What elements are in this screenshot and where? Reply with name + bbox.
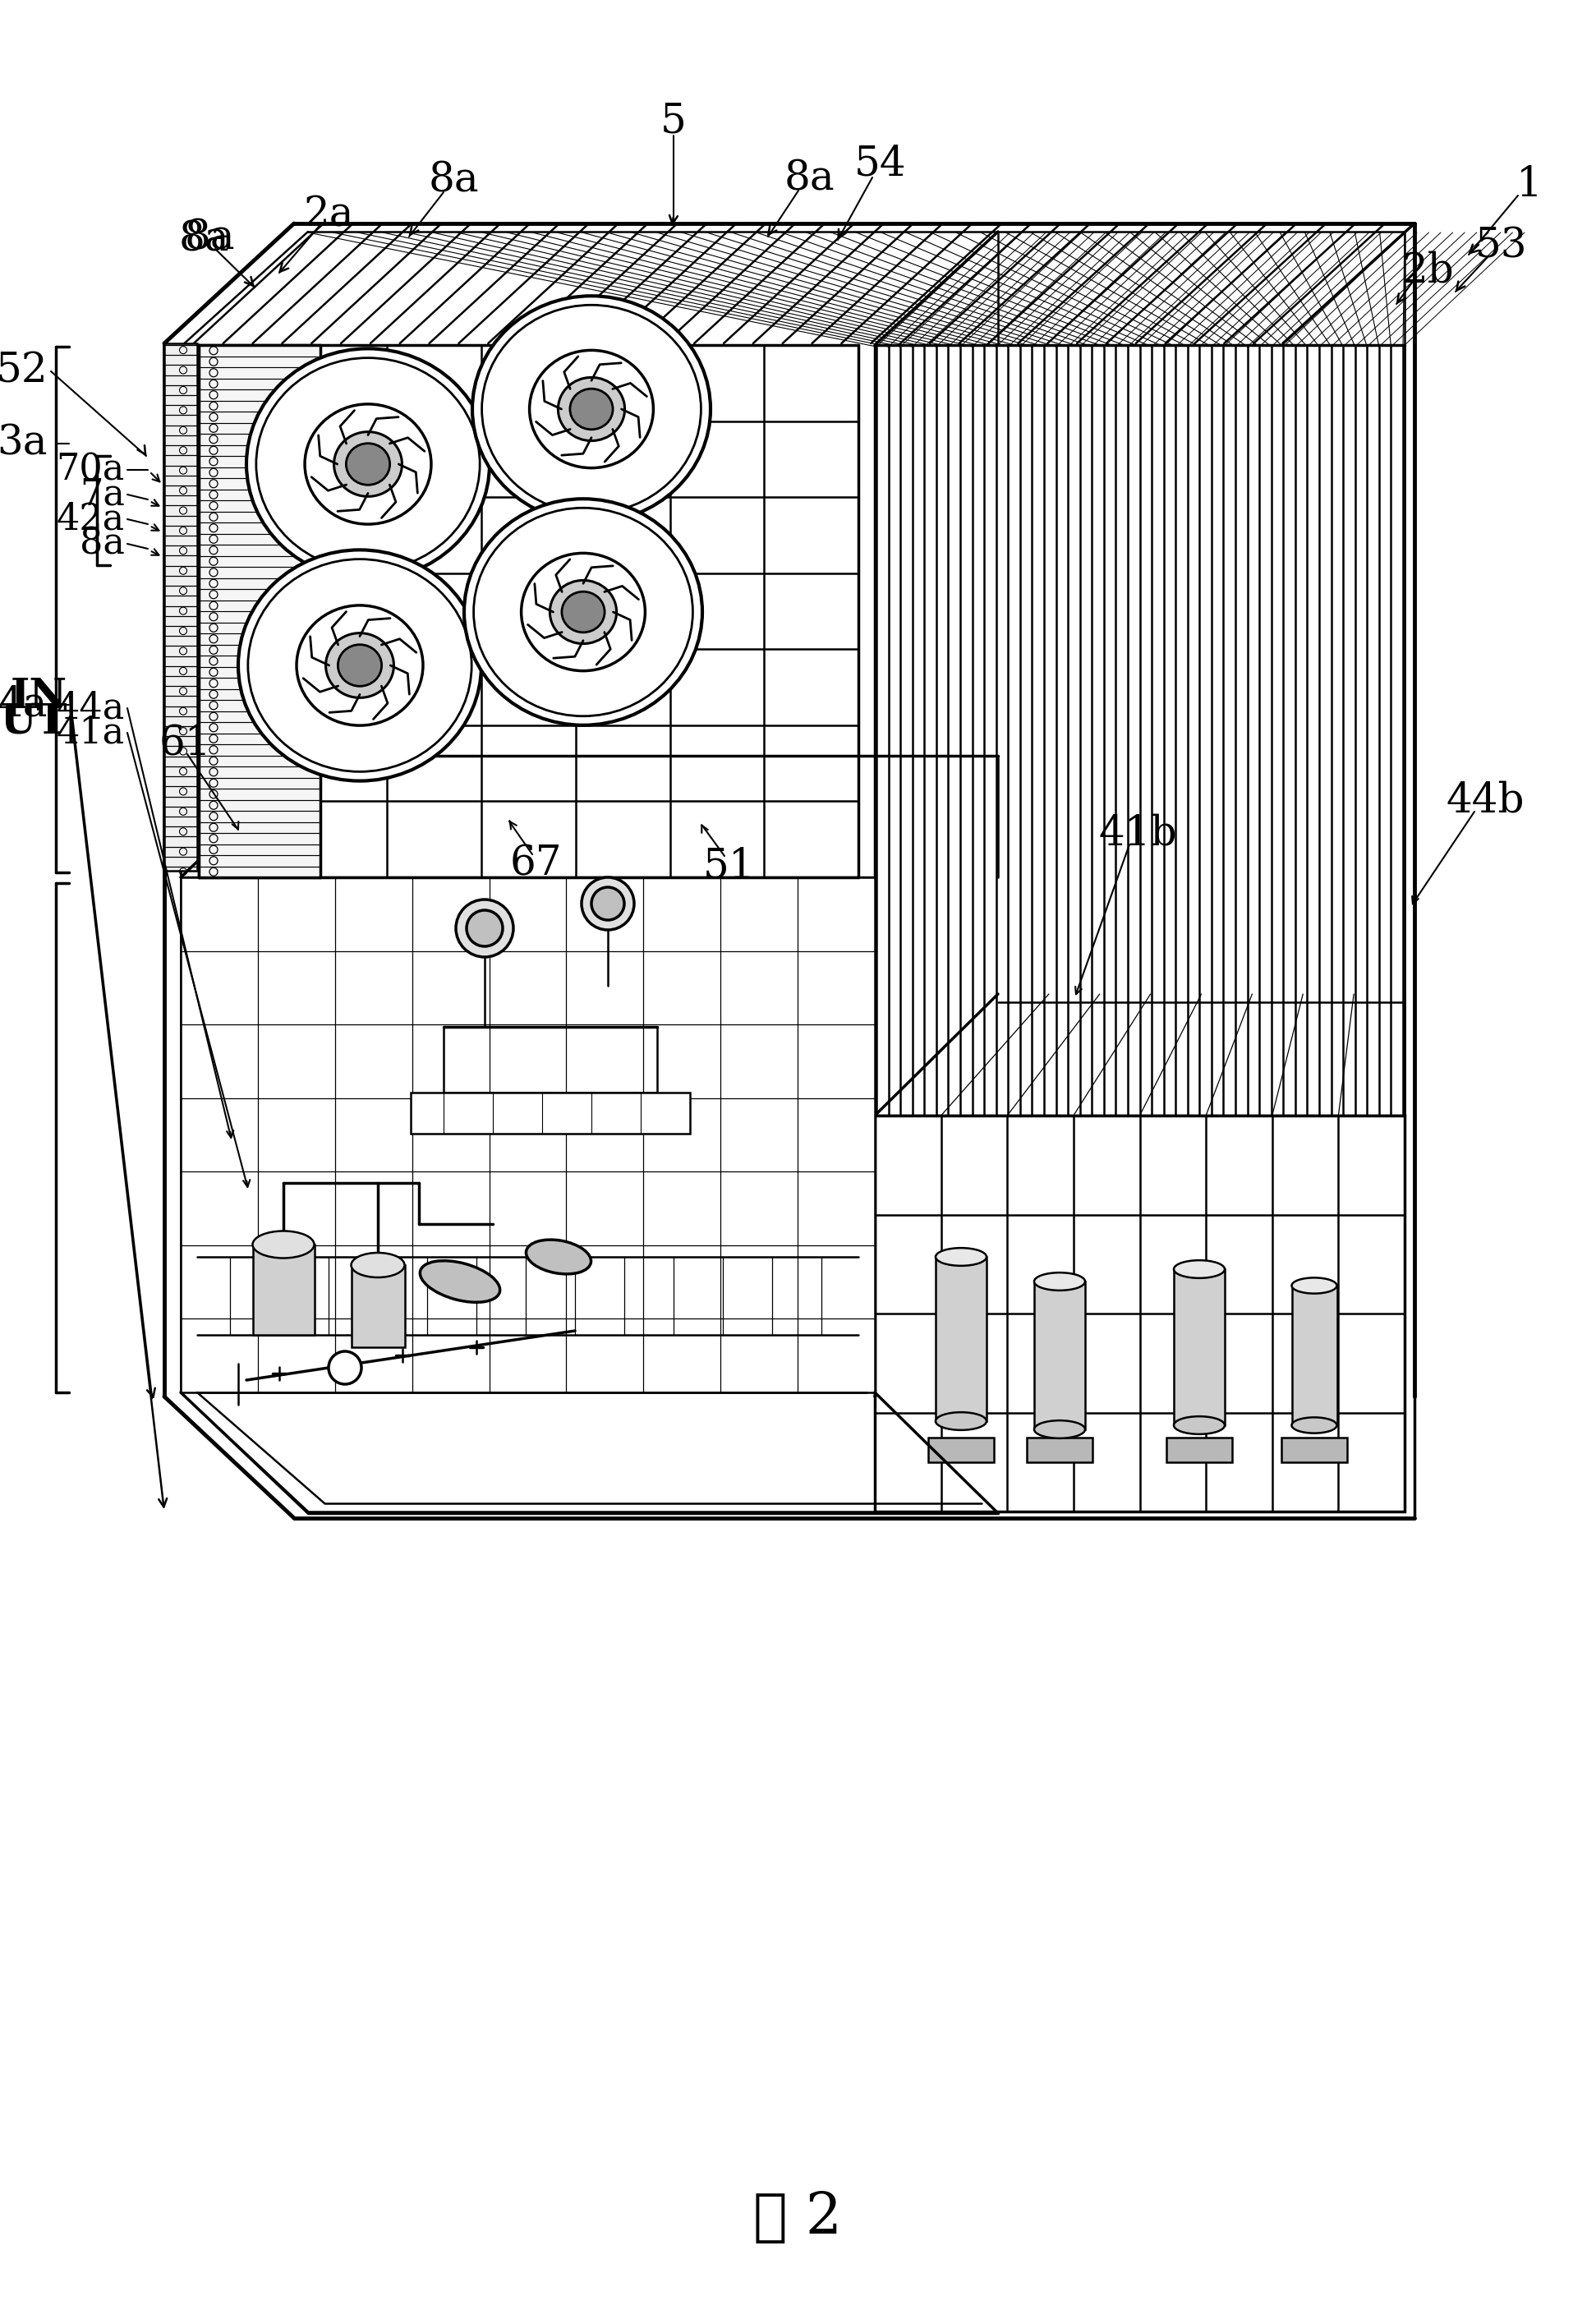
Ellipse shape [1173, 1416, 1224, 1435]
Ellipse shape [1173, 1261, 1224, 1277]
Ellipse shape [1291, 1418, 1337, 1432]
Text: 2a: 2a [303, 194, 354, 236]
Ellipse shape [305, 404, 431, 524]
Ellipse shape [562, 591, 605, 633]
Ellipse shape [334, 432, 402, 497]
Ellipse shape [346, 444, 389, 485]
Text: 4a: 4a [0, 684, 48, 725]
Ellipse shape [1034, 1273, 1085, 1291]
Ellipse shape [522, 552, 645, 670]
Text: 3a: 3a [0, 423, 48, 464]
Ellipse shape [420, 1261, 500, 1303]
Circle shape [456, 899, 514, 956]
Polygon shape [935, 1257, 986, 1421]
Text: 8a: 8a [184, 217, 235, 259]
Text: 41b: 41b [1098, 813, 1176, 855]
Text: 44b: 44b [1446, 781, 1524, 822]
Text: 8a: 8a [179, 219, 228, 261]
Text: 图 2: 图 2 [753, 2190, 843, 2245]
Ellipse shape [527, 1240, 591, 1275]
Text: IN: IN [11, 677, 67, 716]
Circle shape [329, 1351, 361, 1384]
Ellipse shape [351, 1252, 404, 1277]
Ellipse shape [559, 377, 624, 441]
Text: 41a: 41a [56, 716, 124, 751]
Ellipse shape [297, 605, 423, 725]
Polygon shape [200, 344, 321, 878]
Polygon shape [1291, 1287, 1337, 1425]
Text: OUT: OUT [0, 702, 67, 744]
Text: 51: 51 [704, 845, 755, 887]
Ellipse shape [551, 580, 616, 644]
Text: 52: 52 [0, 351, 48, 393]
Text: 44a: 44a [56, 691, 124, 725]
Polygon shape [875, 1116, 1404, 1511]
Polygon shape [1026, 1437, 1093, 1462]
Text: 5: 5 [661, 102, 686, 141]
Text: 1: 1 [1516, 164, 1543, 206]
Polygon shape [410, 1093, 689, 1134]
Ellipse shape [238, 550, 482, 781]
Polygon shape [1167, 1437, 1232, 1462]
Polygon shape [1173, 1268, 1224, 1425]
Circle shape [466, 910, 503, 947]
Ellipse shape [530, 351, 653, 469]
Ellipse shape [472, 296, 710, 522]
Polygon shape [929, 1437, 994, 1462]
Text: 61: 61 [158, 723, 211, 765]
Ellipse shape [1291, 1277, 1337, 1294]
Ellipse shape [570, 388, 613, 430]
Ellipse shape [464, 499, 702, 725]
Text: 70a: 70a [56, 453, 124, 487]
Circle shape [592, 887, 624, 919]
Polygon shape [351, 1266, 404, 1347]
Text: 2b: 2b [1401, 252, 1454, 291]
Ellipse shape [338, 644, 381, 686]
Text: 54: 54 [854, 143, 907, 185]
Ellipse shape [935, 1411, 986, 1430]
Text: 8a: 8a [80, 527, 124, 561]
Text: 8a: 8a [428, 159, 479, 201]
Ellipse shape [246, 349, 490, 580]
Circle shape [581, 878, 634, 931]
Ellipse shape [252, 1231, 314, 1259]
Text: 67: 67 [509, 843, 562, 885]
Polygon shape [875, 344, 1404, 1118]
Ellipse shape [1034, 1421, 1085, 1439]
Text: 7a: 7a [80, 476, 124, 513]
Polygon shape [252, 1245, 314, 1335]
Text: 42a: 42a [56, 501, 124, 536]
Text: 8a: 8a [784, 159, 835, 199]
Polygon shape [180, 878, 875, 1393]
Polygon shape [164, 344, 198, 871]
Polygon shape [1282, 1437, 1347, 1462]
Ellipse shape [326, 633, 394, 698]
Ellipse shape [935, 1247, 986, 1266]
Polygon shape [1034, 1282, 1085, 1430]
Text: 53: 53 [1475, 226, 1527, 266]
